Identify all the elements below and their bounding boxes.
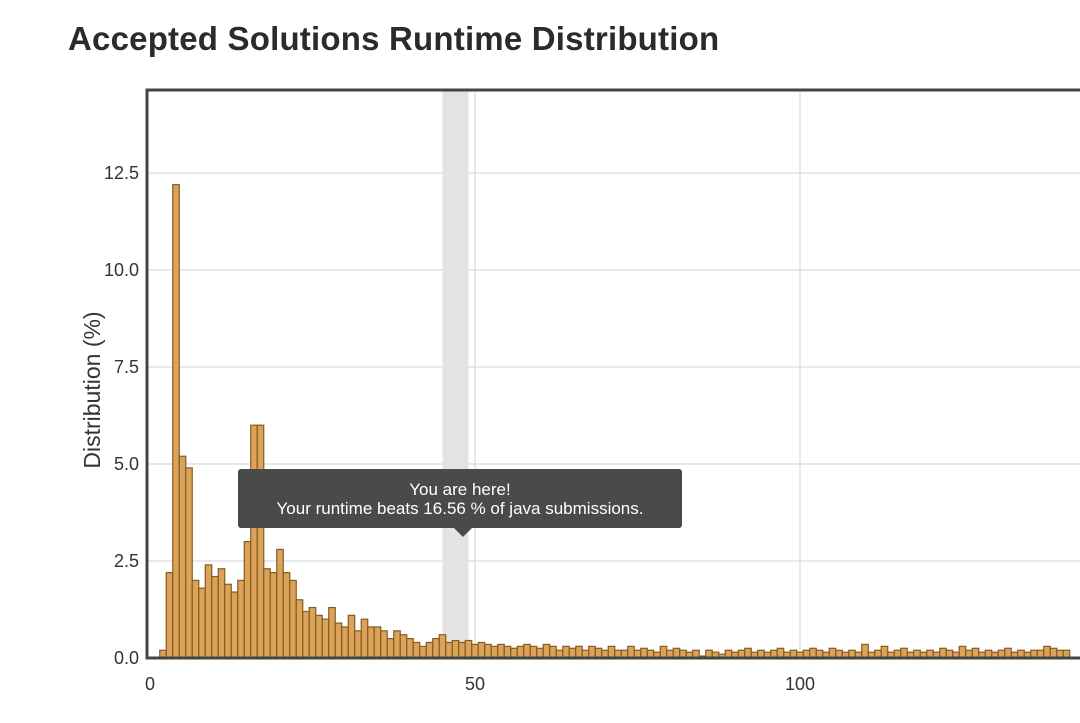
histogram-bar [360, 618, 369, 659]
chart-gridlines [147, 90, 1080, 658]
histogram-bar [282, 572, 291, 659]
histogram-bar [185, 467, 193, 659]
plot-frame [145, 88, 1080, 660]
histogram-bar [204, 564, 213, 659]
x-tick-label: 100 [785, 674, 815, 694]
histogram-bar [490, 645, 499, 659]
your-runtime-tooltip: You are here! Your runtime beats 16.56 %… [238, 469, 682, 528]
histogram-bar [419, 645, 427, 659]
histogram-bar [549, 645, 557, 659]
histogram-bar [328, 606, 336, 659]
y-tick-label: 12.5 [104, 163, 139, 183]
histogram-bar [243, 540, 252, 659]
histogram-bar [484, 643, 492, 659]
histogram-bar [289, 579, 297, 659]
histogram-bars [159, 184, 1071, 659]
histogram-bar [542, 643, 551, 659]
histogram-bar [406, 637, 414, 659]
histogram-bar [380, 630, 388, 659]
histogram-bar [627, 645, 635, 659]
histogram-bar [471, 643, 479, 659]
y-tick-label: 7.5 [114, 357, 139, 377]
histogram-bar [211, 575, 219, 659]
histogram-bar [393, 630, 401, 659]
histogram-bar [477, 641, 486, 659]
tooltip-heading: You are here! [409, 480, 511, 499]
x-tick-label: 0 [145, 674, 155, 694]
histogram-bar [438, 634, 447, 659]
histogram-bar [464, 639, 473, 659]
your-runtime-highlight-band [442, 90, 469, 658]
y-tick-label: 10.0 [104, 260, 139, 280]
histogram-bar [425, 641, 434, 659]
histogram-bar [497, 643, 505, 659]
y-tick-label: 0.0 [114, 648, 139, 668]
histogram-bar [341, 626, 349, 659]
histogram-bar [165, 572, 174, 659]
histogram-bar [861, 643, 869, 659]
histogram-bar [445, 641, 453, 659]
histogram-bar [354, 630, 362, 659]
page-title: Accepted Solutions Runtime Distribution [68, 20, 720, 57]
histogram-bar [451, 639, 460, 659]
histogram-bar [276, 548, 284, 659]
histogram-bar [373, 626, 382, 659]
histogram-bar [432, 637, 440, 659]
histogram-bar [321, 618, 330, 659]
y-tick-label: 2.5 [114, 551, 139, 571]
y-axis-title: Distribution (%) [79, 311, 105, 468]
histogram-bar [607, 645, 616, 659]
histogram-bar [458, 641, 466, 659]
tooltip-pointer [454, 528, 472, 537]
histogram-bar [217, 568, 226, 659]
histogram-bar [198, 587, 206, 659]
histogram-bar [503, 645, 512, 659]
tooltip-message: Your runtime beats 16.56 % of java submi… [276, 499, 644, 518]
histogram-bar [302, 610, 310, 659]
histogram-bar [659, 645, 668, 659]
histogram-bar [399, 634, 408, 659]
histogram-bar [588, 645, 596, 659]
histogram-bar [347, 614, 356, 659]
histogram-bar [308, 606, 317, 659]
histogram-bar [237, 579, 245, 659]
histogram-bar [516, 645, 525, 659]
histogram-bar [334, 622, 343, 659]
histogram-bar [178, 455, 187, 659]
histogram-bar [269, 572, 278, 659]
histogram-bar [263, 568, 271, 659]
histogram-bar [523, 643, 531, 659]
histogram-bar [250, 424, 258, 659]
axis-tick-labels: 0.0 2.5 5.0 7.5 10.0 12.5 0 50 100 [104, 163, 815, 694]
histogram-bar [191, 579, 200, 659]
histogram-bar [386, 637, 395, 659]
histogram-bar [230, 591, 239, 659]
histogram-bar [256, 424, 265, 659]
histogram-bar [172, 184, 180, 659]
histogram-bar [295, 599, 304, 659]
histogram-bar [880, 645, 889, 659]
histogram-bar [1043, 645, 1051, 659]
histogram-bar [958, 645, 967, 659]
histogram-bar [529, 645, 538, 659]
x-tick-label: 50 [465, 674, 485, 694]
histogram-bar [562, 645, 570, 659]
histogram-bar [315, 614, 323, 659]
histogram-bar [575, 645, 583, 659]
histogram-bar [412, 641, 421, 659]
histogram-bar [224, 583, 232, 659]
histogram-bar [367, 626, 375, 659]
y-tick-label: 5.0 [114, 454, 139, 474]
